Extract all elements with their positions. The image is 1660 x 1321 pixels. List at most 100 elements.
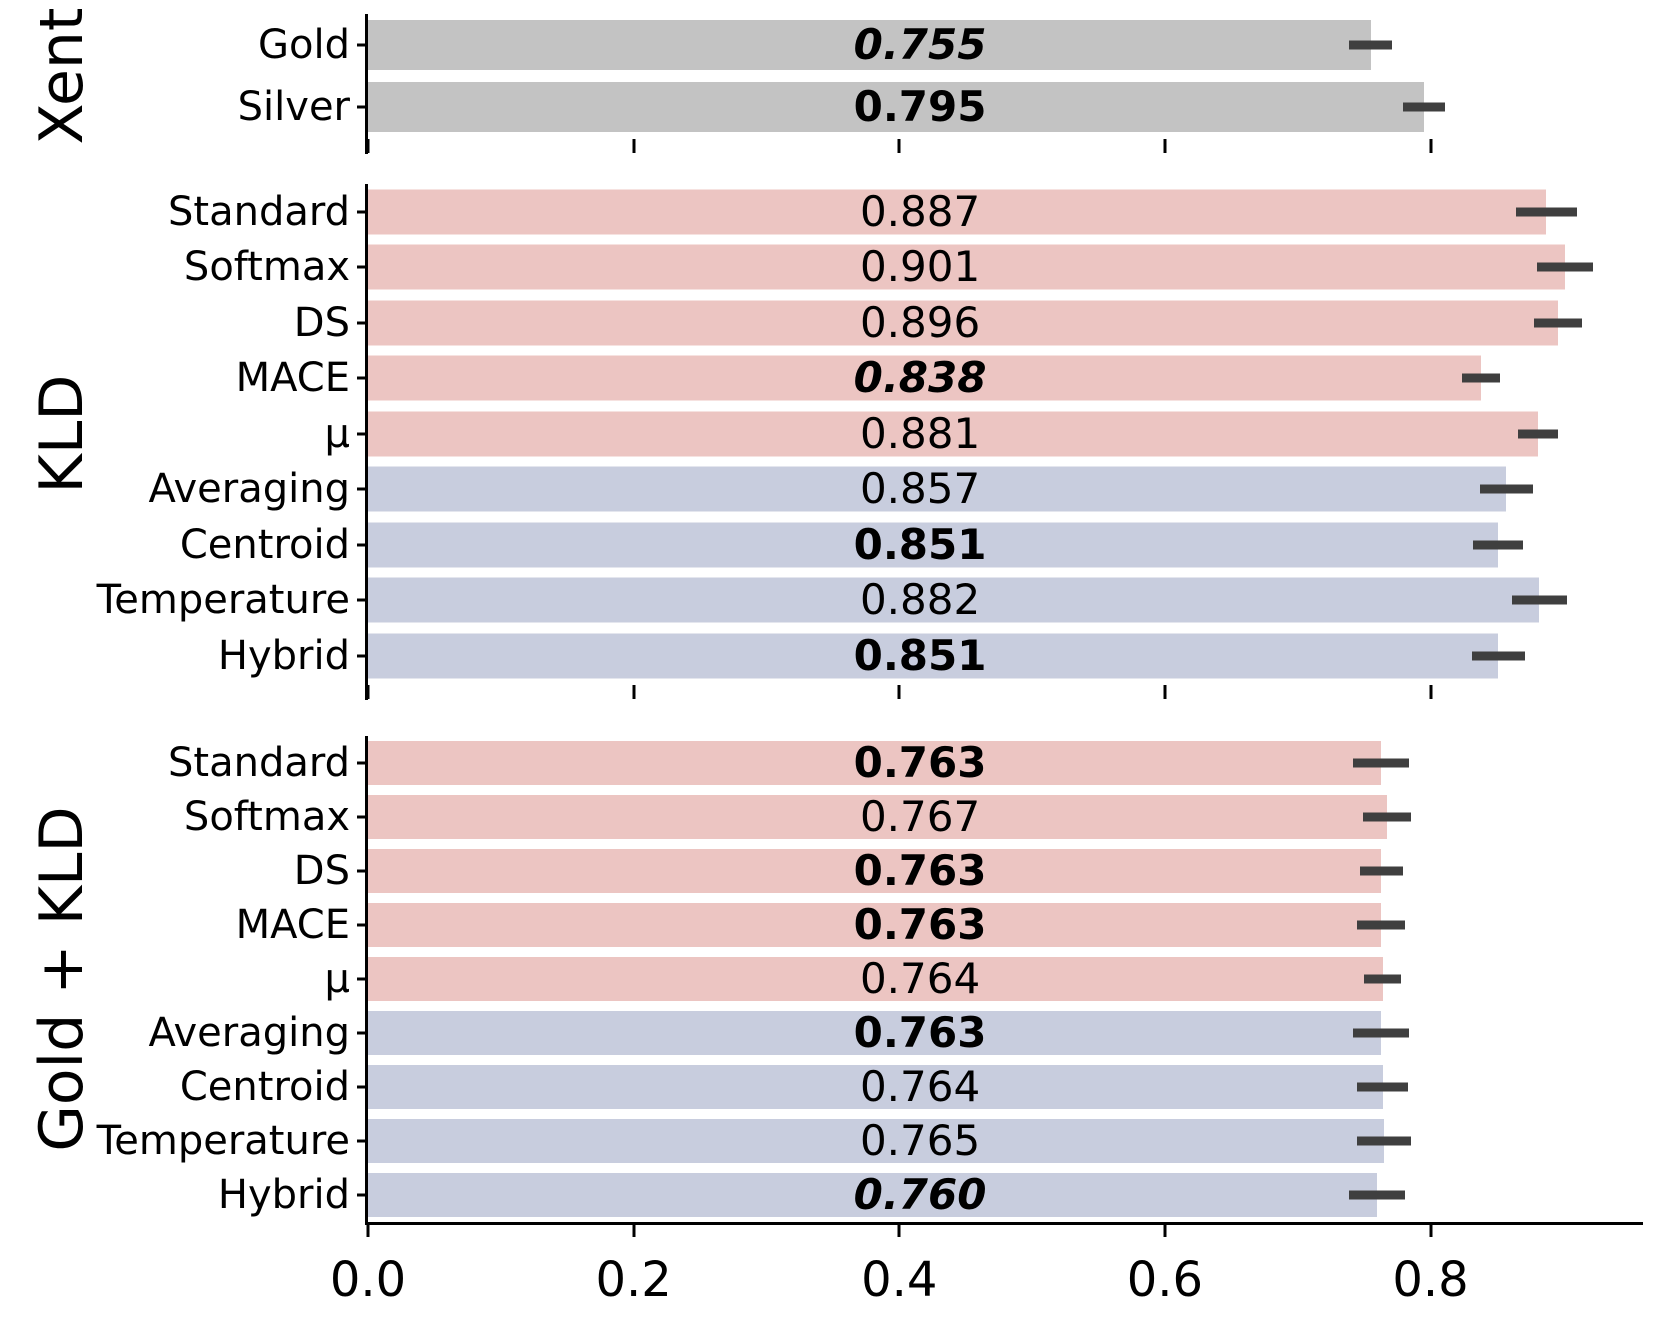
bar-value-label: 0.795: [853, 82, 987, 131]
bar: [368, 1118, 1385, 1163]
y-tick: [357, 761, 368, 764]
row-label: Centroid: [179, 1063, 350, 1110]
x-tick: [632, 1222, 636, 1237]
error-bar: [1353, 1028, 1410, 1037]
panel-xent: Xent Gold 0.755 Silver 0.795: [0, 8, 1660, 154]
row-label: Temperature: [96, 577, 350, 624]
bar: [368, 902, 1382, 947]
x-tickstrip-kld: [366, 684, 1643, 700]
row-label: Temperature: [96, 1117, 350, 1164]
y-tick: [357, 265, 368, 269]
bar: [368, 577, 1540, 623]
x-tick: [897, 1222, 901, 1237]
bar-row: Centroid 0.851: [180, 517, 1643, 573]
bar-row: DS 0.896: [294, 295, 1643, 351]
bar: [368, 355, 1481, 401]
row-label: Gold: [258, 22, 350, 68]
bar-value-label: 0.763: [853, 899, 987, 949]
x-tick-label: 0.2: [595, 1251, 672, 1308]
error-bar: [1473, 540, 1524, 550]
error-bar: [1360, 866, 1403, 875]
bar: [368, 522, 1499, 568]
bar: [368, 740, 1382, 785]
error-bar: [1511, 595, 1568, 605]
bar-value-label: 0.881: [859, 408, 981, 458]
bar-row: Temperature 0.882: [97, 573, 1643, 629]
row-label: MACE: [235, 901, 350, 948]
row-label: Hybrid: [217, 632, 350, 679]
bar: [368, 633, 1499, 679]
bar-row: μ 0.764: [325, 952, 1643, 1006]
x-tick-label: 0.6: [1126, 1251, 1204, 1308]
y-tick: [357, 321, 368, 325]
group-label-kld: KLD: [27, 374, 97, 494]
bar: [368, 244, 1565, 290]
x-tick: [1429, 684, 1432, 699]
y-tick: [357, 210, 368, 214]
x-tickstrip-bottom: [366, 1222, 1643, 1238]
bar-value-label: 0.763: [853, 737, 987, 787]
bar: [368, 1010, 1382, 1055]
row-label: Averaging: [148, 466, 350, 513]
bar-row: Standard 0.763: [168, 736, 1643, 790]
bar-row: MACE 0.763: [236, 898, 1643, 952]
y-tick: [357, 543, 368, 547]
y-tick: [357, 487, 368, 491]
row-label: Standard: [168, 739, 350, 786]
bar: [368, 300, 1558, 346]
bar-row: DS 0.763: [294, 844, 1643, 898]
panel-gold-kld: Gold + KLD Standard 0.763 Softmax 0.767 DS 0.…: [0, 735, 1660, 1316]
x-axis-line: [368, 1221, 1643, 1225]
y-tick: [357, 1193, 368, 1196]
bar-value-label: 0.760: [853, 1169, 987, 1219]
error-bar: [1362, 812, 1411, 821]
bar: [368, 848, 1382, 893]
x-tick: [1429, 139, 1432, 153]
x-axis-labels: 0.0 0.2 0.4 0.6 0.8: [330, 1251, 1643, 1316]
row-label: μ: [324, 410, 350, 457]
x-tick: [897, 139, 901, 153]
row-label: Averaging: [148, 1009, 350, 1056]
y-tick: [357, 977, 368, 980]
bar-row: Hybrid 0.851: [218, 628, 1643, 684]
y-tick: [357, 654, 368, 658]
error-bar: [1518, 429, 1558, 439]
rows-kld: Standard 0.887 Softmax 0.901 DS 0.896 MACE 0.83…: [97, 184, 1643, 684]
bar-value-label: 0.851: [853, 519, 987, 569]
bar: [368, 794, 1387, 839]
x-tick: [1163, 1222, 1167, 1237]
error-bar: [1364, 974, 1402, 983]
bar-value-label: 0.765: [859, 1115, 981, 1165]
row-label: MACE: [235, 355, 350, 402]
bar-value-label: 0.857: [859, 464, 981, 514]
row-label: Centroid: [179, 521, 350, 568]
x-tick: [1429, 1222, 1432, 1237]
y-axis-spine-xent: [365, 14, 368, 154]
bar-row: Silver 0.795: [238, 76, 1643, 138]
rows-gold-kld: Standard 0.763 Softmax 0.767 DS 0.763 MACE 0.76…: [97, 736, 1643, 1222]
row-label: Standard: [168, 188, 350, 235]
error-bar: [1349, 40, 1392, 50]
bar: [368, 1172, 1378, 1217]
y-axis-spine-gold-kld: [365, 735, 368, 1225]
x-tick: [1163, 684, 1167, 699]
bar: [368, 411, 1539, 457]
row-label: Softmax: [183, 793, 350, 840]
y-tick: [357, 1139, 368, 1142]
error-bar: [1515, 207, 1577, 217]
bar-row: Temperature 0.765: [97, 1114, 1643, 1168]
error-bar: [1536, 262, 1593, 272]
row-label: Softmax: [183, 244, 350, 291]
x-tickstrip-xent: [366, 138, 1643, 154]
x-tick: [897, 684, 901, 699]
x-tick-label: 0.8: [1392, 1251, 1469, 1308]
bar-value-label: 0.755: [853, 20, 987, 69]
group-label-xent: Xent: [27, 7, 97, 145]
y-tick: [357, 105, 368, 109]
bar-row: Gold 0.755: [258, 14, 1643, 76]
bar: [368, 466, 1507, 512]
bar-value-label: 0.764: [859, 953, 981, 1003]
bar-row: μ 0.881: [325, 406, 1643, 462]
error-bar: [1357, 1082, 1408, 1091]
bar: [368, 189, 1547, 235]
